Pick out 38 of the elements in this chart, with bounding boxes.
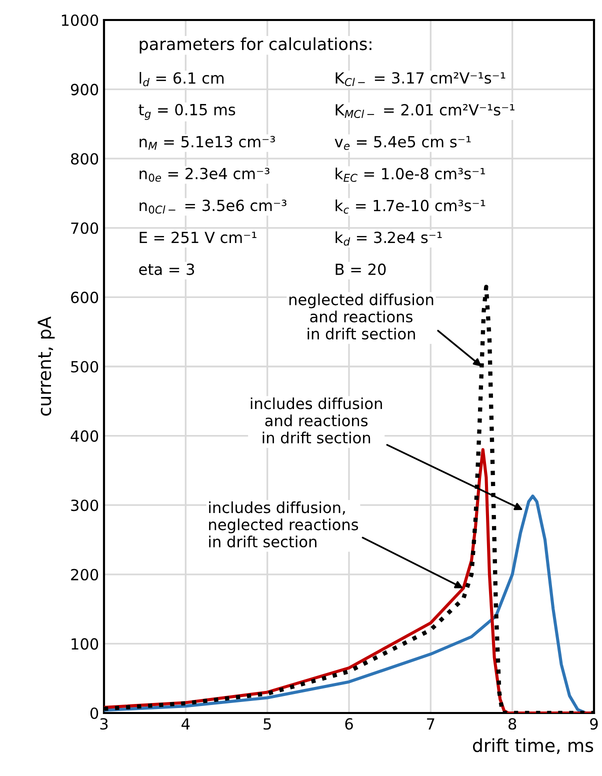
annotation: parameters for calculations: (140, 37, 372, 54)
x-tick-label: 5 (264, 718, 271, 730)
x-tick-label: 8 (508, 718, 516, 730)
x-tick-label: 7 (427, 718, 434, 730)
annotation: neglected diffusion and reactions in drift section (289, 293, 434, 340)
y-tick-label: 1000 (62, 14, 98, 26)
annotation: n$_{0e}$ = 2.3e4 cm⁻³ (140, 168, 270, 182)
y-axis-title: current, pA (38, 316, 55, 416)
annotation: n$_{0Cl−}$ = 3.5e6 cm⁻³ (140, 200, 286, 214)
y-tick-label: 700 (71, 222, 98, 234)
y-tick-label: 300 (71, 500, 98, 512)
annotation: k$_{d}$ = 3.2e4 s⁻¹ (336, 231, 442, 246)
y-tick-label: 900 (70, 84, 98, 96)
annotation: n$_{M}$ = 5.1e13 cm⁻³ (140, 136, 275, 150)
annotation: t$_{g}$ = 0.15 ms (138, 104, 236, 120)
x-tick-label: 6 (345, 718, 353, 730)
y-tick-label: 100 (72, 638, 98, 650)
x-axis-title: drift time, ms (472, 738, 594, 754)
annotation: k$_{c}$ = 1.7e-10 cm³s⁻¹ (336, 199, 486, 214)
x-tick-label: 3 (100, 718, 108, 730)
annotation: v$_{e}$ = 5.4e5 cm s⁻¹ (334, 136, 471, 150)
y-tick-label: 400 (70, 430, 98, 442)
annotation: K$_{MCl−}$ = 2.01 cm²V⁻¹s⁻¹ (336, 104, 514, 118)
annotation: E = 251 V cm⁻¹ (140, 232, 256, 244)
annotation: eta = 3 (139, 264, 194, 276)
y-tick-label: 500 (71, 360, 98, 373)
y-tick-label: 200 (71, 568, 98, 580)
annotation: K$_{Cl−}$ = 3.17 cm²V⁻¹s⁻¹ (336, 72, 506, 86)
annotation: B = 20 (336, 264, 386, 276)
annotation: l$_{d}$ = 6.1 cm (140, 72, 224, 86)
annotation: includes diffusion and reactions in drift section (250, 397, 382, 444)
y-tick-label: 0 (90, 707, 98, 720)
annotation: includes diffusion, neglected reactions in drift section (209, 501, 358, 548)
x-tick-label: 4 (182, 718, 190, 730)
annotation: k$_{EC}$ = 1.0e-8 cm³s⁻¹ (336, 168, 485, 182)
y-tick-label: 600 (71, 292, 98, 304)
y-tick-label: 800 (71, 153, 98, 165)
x-tick-label: 9 (590, 718, 598, 730)
